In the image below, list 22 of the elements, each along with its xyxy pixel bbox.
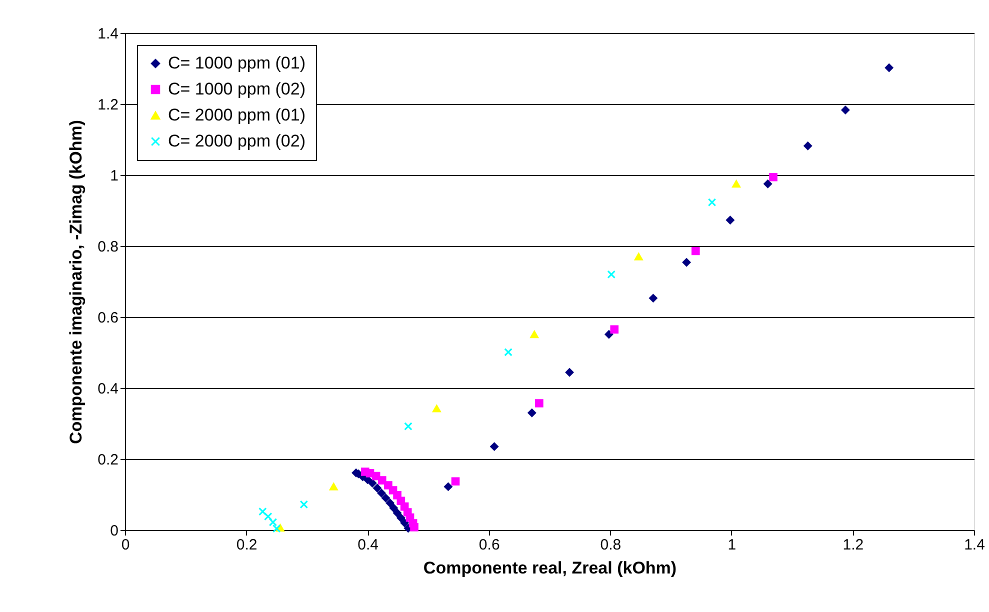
- y-tick-label: 0: [110, 522, 118, 540]
- y-tick-label: 1: [110, 168, 118, 184]
- x-tick-label: 0.8: [600, 536, 622, 554]
- x-tick-label: 0: [121, 536, 130, 554]
- y-axis-title: Componente imaginario, -Zimag (kOhm): [66, 120, 86, 444]
- y-tick-label: 1.2: [98, 96, 118, 114]
- y-tick-label: 1.4: [98, 26, 118, 42]
- x-tick-label: 1.2: [842, 536, 864, 554]
- legend-label: C= 1000 ppm (01): [168, 54, 306, 72]
- x-tick-label: 0.4: [358, 536, 378, 554]
- x-tick-label: 1: [728, 536, 736, 554]
- x-tick-label: 0.6: [478, 536, 500, 554]
- legend-label: C= 2000 ppm (02): [168, 132, 306, 150]
- legend-label: C= 1000 ppm (02): [168, 80, 306, 98]
- y-tick-label: 0.2: [98, 452, 118, 468]
- legend-label: C= 2000 ppm (01): [168, 106, 306, 124]
- y-tick-label: 0.8: [98, 238, 118, 256]
- x-axis-title: Componente real, Zreal (kOhm): [423, 558, 677, 578]
- x-tick-label: 1.4: [964, 536, 985, 554]
- y-tick-label: 0.4: [98, 380, 118, 398]
- y-tick-label: 0.6: [98, 310, 118, 326]
- x-tick-label: 0.2: [236, 536, 258, 554]
